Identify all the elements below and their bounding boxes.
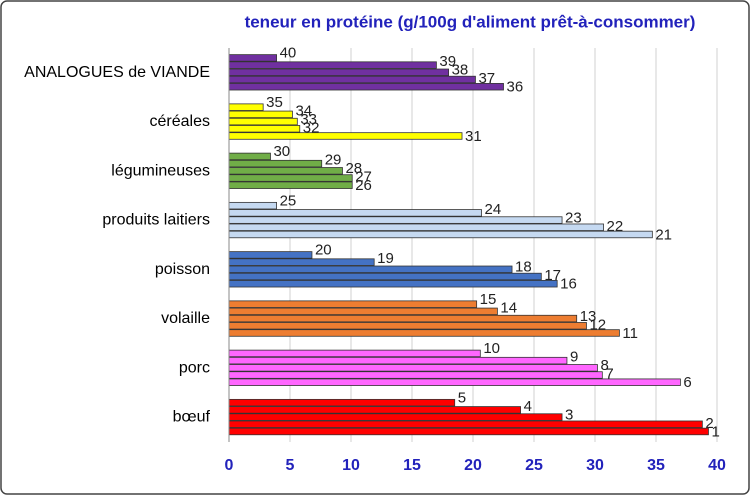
bar <box>228 103 264 111</box>
bar-label: 3 <box>565 406 573 423</box>
x-tick-label: 5 <box>286 457 295 474</box>
bar-label: 8 <box>600 357 608 374</box>
x-tick-label: 30 <box>586 457 604 474</box>
bar-label: 9 <box>570 349 578 366</box>
bar <box>228 364 598 372</box>
bar <box>228 54 277 62</box>
bar-label: 10 <box>483 340 500 357</box>
bar-label: 32 <box>303 119 320 136</box>
bar <box>228 125 301 133</box>
bar <box>228 152 271 161</box>
category-label: porc <box>179 359 210 376</box>
bar <box>228 68 450 77</box>
bar-label: 34 <box>295 102 312 119</box>
category-label: légumineuses <box>111 162 210 179</box>
bar-label: 15 <box>480 291 497 308</box>
bar <box>228 420 703 428</box>
category-label: ANALOGUES de VIANDE <box>24 64 210 81</box>
category-label: céréales <box>150 113 210 130</box>
bar <box>228 300 478 308</box>
bar-label: 29 <box>325 152 342 169</box>
bar-label: 28 <box>345 160 362 177</box>
bar <box>228 201 277 210</box>
bar-label: 2 <box>705 415 713 432</box>
bar <box>228 132 463 140</box>
bar-label: 7 <box>605 366 613 383</box>
bar-label: 22 <box>607 218 624 235</box>
bar <box>228 378 681 386</box>
bar-label: 5 <box>458 389 466 406</box>
bar-label: 14 <box>500 299 517 316</box>
bar-label: 13 <box>580 308 597 325</box>
bar-label: 35 <box>266 94 283 111</box>
bar-label: 6 <box>683 374 691 391</box>
bar-label: 21 <box>655 226 672 243</box>
bar <box>228 356 568 365</box>
bar <box>228 258 375 266</box>
bar-label: 30 <box>273 143 290 160</box>
bar <box>228 167 343 175</box>
bar <box>228 223 604 231</box>
category-label: bœuf <box>173 409 211 426</box>
bar <box>228 314 578 323</box>
bar-label: 17 <box>544 267 561 284</box>
bar-label: 16 <box>560 276 577 293</box>
x-tick-label: 25 <box>525 457 543 474</box>
bar <box>228 280 558 288</box>
x-tick-label: 15 <box>403 457 421 474</box>
bar-label: 11 <box>622 325 638 342</box>
bar-label: 19 <box>377 250 394 267</box>
bar-label: 20 <box>315 242 332 259</box>
bar-label: 12 <box>589 316 606 333</box>
bar <box>228 251 313 259</box>
bar <box>228 349 481 358</box>
x-tick-label: 20 <box>464 457 482 474</box>
x-tick-label: 10 <box>342 457 360 474</box>
bar-label: 4 <box>524 398 532 415</box>
bar-label: 25 <box>280 192 297 209</box>
bar <box>228 329 620 337</box>
bar-label: 39 <box>439 53 456 70</box>
bar-label: 36 <box>507 79 524 96</box>
bar-label: 26 <box>355 177 372 194</box>
x-tick-label: 35 <box>647 457 665 474</box>
x-tick-label: 0 <box>225 457 234 474</box>
bar <box>228 406 521 414</box>
bar <box>228 209 482 217</box>
bar <box>228 216 563 224</box>
bar-label: 18 <box>515 259 532 276</box>
bar <box>228 371 603 379</box>
bar <box>228 83 504 91</box>
bar <box>228 230 653 239</box>
bar <box>228 61 437 69</box>
bar-label: 37 <box>478 70 495 87</box>
bar <box>228 75 476 84</box>
bar-label: 27 <box>355 169 372 186</box>
bar-label: 23 <box>565 209 582 226</box>
chart-title: teneur en protéine (g/100g d'aliment prê… <box>245 12 696 31</box>
bar <box>228 265 513 274</box>
bar <box>228 322 587 330</box>
category-label: produits laitiers <box>102 212 210 229</box>
bar-label: 31 <box>465 128 482 145</box>
bar-label: 24 <box>485 201 502 218</box>
bar <box>228 174 353 182</box>
bar-label: 33 <box>300 111 317 128</box>
bar-label: 38 <box>452 62 469 79</box>
bar <box>228 413 563 421</box>
category-label: poisson <box>155 261 210 278</box>
bar <box>228 110 293 119</box>
bar-label: 1 <box>711 423 719 440</box>
bar <box>228 159 323 168</box>
bar-label: 40 <box>280 45 297 62</box>
bar <box>228 181 353 189</box>
category-label: volaille <box>161 310 210 327</box>
bar <box>228 427 709 436</box>
x-tick-label: 40 <box>708 457 726 474</box>
bar <box>228 398 456 407</box>
bar <box>228 307 498 316</box>
bar <box>228 272 542 281</box>
bar <box>228 117 298 126</box>
